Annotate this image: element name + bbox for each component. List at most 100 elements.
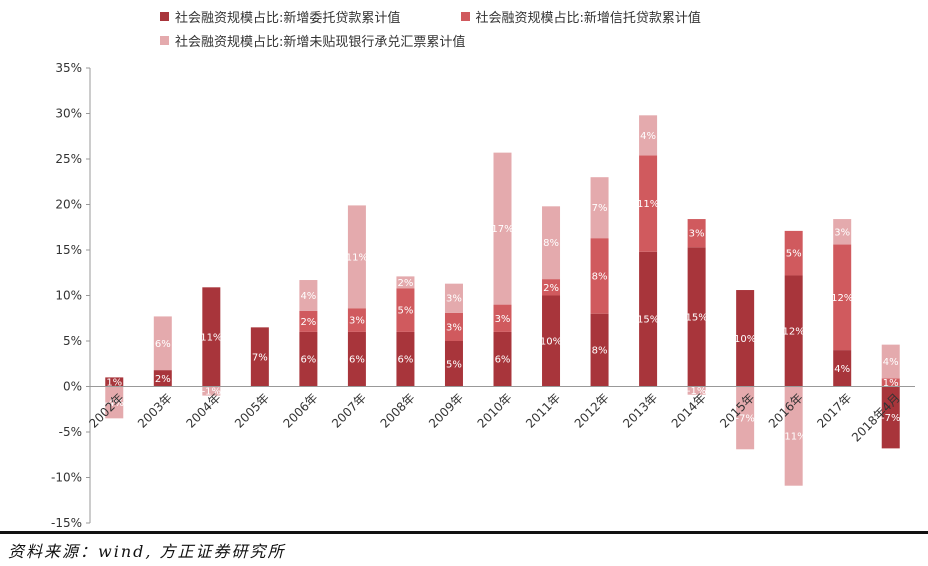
- bar-segment: [833, 244, 852, 351]
- legend-item-trust-loans: 社会融资规模占比:新增信托贷款累计值: [460, 4, 701, 28]
- y-tick-label: -10%: [51, 471, 82, 485]
- x-tick-label: 2005年: [232, 391, 272, 431]
- data-label: 11%: [637, 199, 659, 210]
- bar-segment: [299, 280, 318, 311]
- bar-segment: [542, 279, 561, 296]
- x-tick-label: 2009年: [426, 391, 466, 431]
- bar-segment: [784, 230, 803, 276]
- data-label: 7%: [252, 352, 268, 363]
- x-tick-label: 2013年: [620, 391, 660, 431]
- data-label: 15%: [637, 315, 659, 326]
- legend-label-bank-acceptance: 社会融资规模占比:新增未贴现银行承兑汇票累计值: [175, 34, 466, 50]
- bar-segment: [542, 206, 561, 280]
- x-tick-label: 2008年: [378, 391, 418, 431]
- y-tick-label: 25%: [55, 152, 82, 166]
- bar-segment: [444, 312, 463, 341]
- x-tick-label: 2006年: [281, 391, 321, 431]
- chart-plot-area: -15% -10% -5% 0% 5% 10% 15% 20% 25% 30% 35% 1% -4% 2%…: [51, 61, 915, 530]
- bar-segment: [493, 304, 512, 332]
- bar-segment: [153, 370, 172, 387]
- bar-segment: [202, 386, 221, 396]
- data-label: 10%: [734, 334, 756, 345]
- bar-segment: [347, 331, 366, 387]
- bar-segment: [542, 295, 561, 387]
- bar-segment: [396, 288, 415, 332]
- bar-segment: [347, 205, 366, 309]
- data-label: 6%: [300, 355, 316, 366]
- x-tick-label: 2007年: [329, 391, 369, 431]
- data-label: 17%: [491, 224, 513, 235]
- data-label: 12%: [783, 326, 805, 337]
- bar-segment: [299, 331, 318, 387]
- data-label: 6%: [349, 355, 365, 366]
- bar-segment: [202, 287, 221, 387]
- bar-segment: [396, 331, 415, 387]
- data-label: 3%: [495, 314, 511, 325]
- bar-segment: [153, 316, 172, 371]
- bar-segment: [105, 377, 124, 387]
- data-label: -4%: [105, 398, 124, 409]
- bar-segment: [736, 290, 755, 387]
- data-label: 4%: [300, 291, 316, 302]
- bar-segment: [639, 155, 658, 252]
- data-label: 7%: [592, 203, 608, 214]
- y-tick-label: 5%: [63, 334, 82, 348]
- x-tick-label: 2011年: [523, 391, 563, 431]
- bar-segment: [881, 378, 900, 387]
- data-label: 1%: [883, 378, 899, 389]
- data-label: 3%: [446, 322, 462, 333]
- data-label: 3%: [349, 316, 365, 327]
- y-tick-label: 20%: [55, 198, 82, 212]
- data-label: 6%: [495, 355, 511, 366]
- data-label: 8%: [592, 346, 608, 357]
- data-label: 11%: [200, 332, 222, 343]
- data-label: 3%: [446, 294, 462, 305]
- bar-segment: [493, 331, 512, 387]
- chart-legend: 社会融资规模占比:新增委托贷款累计值 社会融资规模占比:新增信托贷款累计值 社会…: [160, 4, 880, 52]
- y-tick-label: 10%: [55, 289, 82, 303]
- y-tick-label: -5%: [59, 425, 82, 439]
- legend-item-entrusted-loans: 社会融资规模占比:新增委托贷款累计值: [160, 4, 400, 28]
- y-tick-label: 30%: [55, 107, 82, 121]
- data-label: -1%: [202, 387, 221, 398]
- data-label: 12%: [831, 293, 853, 304]
- data-label: 2%: [398, 278, 414, 289]
- legend-swatch-entrusted-loans: [160, 11, 169, 21]
- y-tick-label: 35%: [55, 61, 82, 75]
- bar-segment: [639, 251, 658, 387]
- bar-segment: [687, 219, 706, 248]
- data-label: 11%: [346, 252, 368, 263]
- data-label: 8%: [592, 271, 608, 282]
- stacked-bar-chart: 社会融资规模占比:新增委托贷款累计值 社会融资规模占比:新增信托贷款累计值 社会…: [51, 4, 915, 530]
- bar-segment: [299, 310, 318, 332]
- y-tick-label: 15%: [55, 243, 82, 257]
- bar-segment: [833, 350, 852, 387]
- data-label: 5%: [786, 249, 802, 260]
- bar-segment: [396, 276, 415, 289]
- legend-label-entrusted-loans: 社会融资规模占比:新增委托贷款累计值: [175, 10, 401, 26]
- bar-segment: [493, 152, 512, 305]
- bar-segment: [590, 177, 609, 239]
- data-label: 4%: [640, 131, 656, 142]
- data-label: 3%: [834, 227, 850, 238]
- bar-segment: [347, 308, 366, 332]
- data-label: -1%: [687, 386, 706, 397]
- bar-segment: [639, 115, 658, 156]
- x-tick-label: 2010年: [475, 391, 515, 431]
- data-label: 6%: [398, 355, 414, 366]
- x-tick-label: 2003年: [135, 391, 175, 431]
- data-label: -7%: [881, 413, 900, 424]
- data-label: -11%: [781, 432, 807, 443]
- legend-swatch-bank-acceptance: [160, 35, 169, 45]
- data-label: 8%: [543, 238, 559, 249]
- legend-swatch-trust-loans: [460, 11, 470, 21]
- data-label: 4%: [834, 364, 850, 375]
- data-label: 5%: [398, 306, 414, 317]
- x-tick-label: 2017年: [814, 391, 854, 431]
- legend-item-bank-acceptance: 社会融资规模占比:新增未贴现银行承兑汇票累计值: [160, 28, 465, 52]
- data-label: 1%: [106, 377, 122, 388]
- data-label: 2%: [155, 374, 171, 385]
- data-label: 2%: [300, 317, 316, 328]
- bar-segment: [687, 247, 706, 387]
- data-label: 15%: [686, 312, 708, 323]
